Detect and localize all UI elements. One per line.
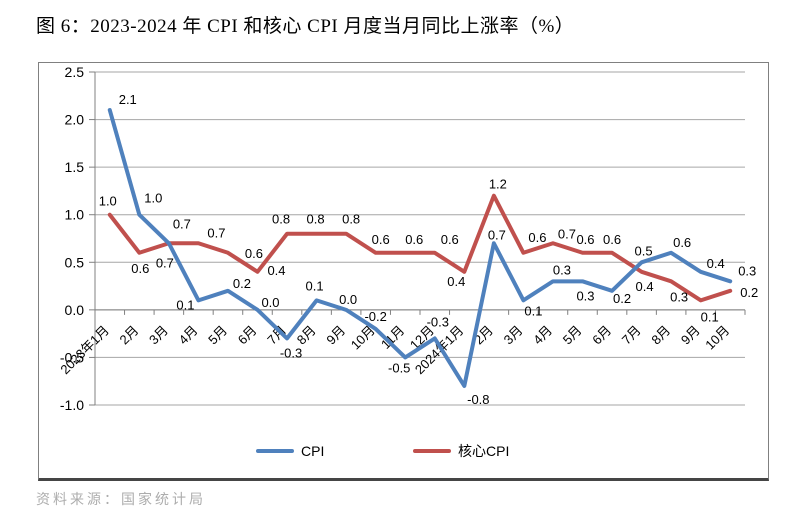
data-label: 0.2	[233, 276, 251, 291]
data-label: 0.1	[306, 278, 324, 293]
data-label: 0.0	[339, 292, 357, 307]
x-axis-label: 8月	[648, 323, 673, 348]
data-label: 0.4	[636, 279, 654, 294]
data-label: 0.1	[176, 297, 194, 312]
x-axis-label: 2月	[117, 323, 142, 348]
x-axis-label: 3月	[146, 323, 171, 348]
x-axis-label: 10月	[702, 323, 732, 353]
data-label: 0.2	[613, 291, 631, 306]
data-label: 0.2	[740, 285, 758, 300]
data-label: 0.3	[670, 289, 688, 304]
core-cpi-line	[107, 193, 733, 303]
data-label: 0.0	[261, 295, 279, 310]
data-label: 0.5	[635, 243, 653, 258]
x-axis-label: 6月	[589, 323, 614, 348]
figure-title: 图 6：2023-2024 年 CPI 和核心 CPI 月度当月同比上涨率（%）	[36, 16, 575, 37]
y-axis-label: -1.0	[60, 397, 84, 413]
x-axis-label: 6月	[235, 323, 260, 348]
x-axis-label: 5月	[205, 323, 230, 348]
data-label: 0.8	[307, 212, 325, 227]
source-note: 资料来源：国家统计局	[36, 491, 206, 507]
data-label: 0.3	[576, 288, 594, 303]
data-label: 0.4	[267, 263, 285, 278]
y-axis-label: 0.5	[65, 254, 85, 270]
x-axis-label: 9月	[323, 323, 348, 348]
data-label: -0.3	[280, 345, 302, 360]
data-label: 0.6	[603, 232, 621, 247]
data-label: 0.6	[131, 261, 149, 276]
x-axis-label: 9月	[678, 323, 703, 348]
x-axis-label: 4月	[530, 323, 555, 348]
data-label: 1.0	[99, 194, 117, 209]
x-axis-label: 3月	[501, 323, 526, 348]
x-axis-label: 5月	[560, 323, 585, 348]
data-label: -0.8	[467, 392, 489, 407]
y-axis-label: 2.5	[65, 64, 85, 80]
data-label: -0.3	[427, 314, 449, 329]
data-label: 0.7	[156, 255, 174, 270]
data-label: 1.2	[489, 177, 507, 192]
legend-label-cpi: CPI	[301, 443, 325, 459]
x-axis-label: 7月	[619, 323, 644, 348]
data-label: 2.1	[119, 92, 137, 107]
y-axis-label: 1.5	[65, 159, 85, 175]
data-label: 0.4	[447, 274, 465, 289]
y-axis-label: -0.5	[60, 349, 84, 365]
core-cpi-line-swatch	[413, 449, 451, 453]
data-label: 0.3	[553, 262, 571, 277]
cpi-line	[107, 108, 733, 388]
legend-item-cpi: CPI	[256, 443, 324, 459]
y-axis-label: 0.0	[65, 302, 85, 318]
data-label: 0.1	[524, 303, 542, 318]
legend-label-core-cpi: 核心CPI	[458, 443, 510, 459]
y-axis-label: 2.0	[65, 112, 85, 128]
data-label: 0.6	[405, 232, 423, 247]
data-label: 0.6	[528, 230, 546, 245]
data-label: 1.0	[144, 191, 162, 206]
y-axis-label: 1.0	[65, 207, 85, 223]
data-label: 0.1	[701, 309, 719, 324]
data-label: 0.3	[738, 263, 756, 278]
data-label: 0.6	[673, 235, 691, 250]
data-label: 0.7	[558, 226, 576, 241]
data-label: -0.2	[364, 309, 386, 324]
legend-item-core-cpi: 核心CPI	[413, 443, 509, 459]
data-label: 0.6	[372, 232, 390, 247]
data-label: 0.6	[441, 232, 459, 247]
data-label: -0.5	[388, 360, 410, 375]
data-label: 0.8	[342, 212, 360, 227]
data-label: 0.6	[245, 246, 263, 261]
data-label: 0.7	[488, 227, 506, 242]
data-label: 0.8	[272, 212, 290, 227]
data-label: 0.4	[707, 256, 725, 271]
cpi-line-swatch	[256, 449, 294, 453]
data-label: 0.6	[576, 232, 594, 247]
x-axis-label: 4月	[176, 323, 201, 348]
data-label: 0.7	[173, 216, 191, 231]
data-label: 0.7	[207, 225, 225, 240]
